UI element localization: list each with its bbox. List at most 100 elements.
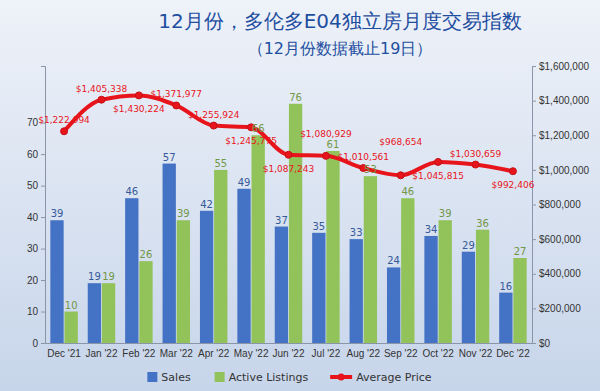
y2-tick-mark xyxy=(532,170,536,171)
y2-tick: $1,600,000 xyxy=(532,61,589,72)
background xyxy=(0,0,600,391)
y2-tick: $600,000 xyxy=(532,234,581,245)
line-label: $1,255,924 xyxy=(188,110,240,120)
bar xyxy=(102,283,115,343)
y-tick: 0 xyxy=(32,338,45,349)
legend-label: Sales xyxy=(161,371,191,384)
line-marker xyxy=(61,128,68,135)
y-tick-label: 70 xyxy=(27,117,39,128)
bar xyxy=(350,239,363,343)
bar-label: 36 xyxy=(476,218,489,229)
y2-tick-mark xyxy=(532,66,536,67)
x-tick: Jun '22 xyxy=(273,348,305,359)
legend-item: Active Listings xyxy=(215,371,309,384)
x-tick-label: Oct '22 xyxy=(422,348,454,359)
y-tick-mark xyxy=(41,312,45,313)
bar-label: 10 xyxy=(65,300,78,311)
line-marker xyxy=(509,168,516,175)
x-axis: Dec '21Jan '22Feb '22Mar '22Apr '22May '… xyxy=(46,344,533,360)
bar-label: 66 xyxy=(252,123,265,134)
chart-container: 12月份，多伦多E04独立房月度交易指数（12月份数据截止19日）0102030… xyxy=(0,0,600,391)
bar xyxy=(88,283,101,343)
y2-tick: $0 xyxy=(532,338,551,349)
y2-axis: $0$200,000$400,000$600,000$800,000$1,000… xyxy=(532,61,589,349)
line-marker xyxy=(285,151,292,158)
y-tick-label: 60 xyxy=(27,149,39,160)
legend-marker xyxy=(338,374,345,381)
y2-tick-mark xyxy=(532,135,536,136)
bar-label: 61 xyxy=(327,139,340,150)
legend-swatch xyxy=(215,372,225,382)
y2-tick-mark xyxy=(532,101,536,102)
y-tick-mark xyxy=(41,186,45,187)
bar-label: 16 xyxy=(499,281,512,292)
y-tick-mark xyxy=(41,154,45,155)
bar xyxy=(326,151,339,343)
y2-tick: $800,000 xyxy=(532,199,581,210)
x-tick: Apr '22 xyxy=(198,348,230,359)
bar xyxy=(177,220,190,343)
chart-svg: 12月份，多伦多E04独立房月度交易指数（12月份数据截止19日）0102030… xyxy=(0,0,600,391)
y-tick-mark xyxy=(41,217,45,218)
y-tick-label: 0 xyxy=(32,338,38,349)
line-marker xyxy=(210,122,217,129)
line-label: $1,087,243 xyxy=(263,164,315,174)
line-marker xyxy=(98,96,105,103)
line-label: $1,080,929 xyxy=(300,129,352,139)
bar xyxy=(513,258,526,343)
bar xyxy=(163,164,176,343)
bar-label: 49 xyxy=(238,177,251,188)
bar-label: 57 xyxy=(163,152,176,163)
line-label: $1,030,659 xyxy=(450,149,502,159)
legend-swatch xyxy=(147,372,157,382)
y2-tick-label: $1,200,000 xyxy=(539,130,589,141)
x-tick-label: Jun '22 xyxy=(273,348,305,359)
y-tick: 10 xyxy=(27,306,45,317)
line-label: $968,654 xyxy=(379,137,422,147)
plot-area xyxy=(50,92,526,343)
bar xyxy=(401,198,414,343)
bar-label: 33 xyxy=(350,227,363,238)
bar xyxy=(200,211,213,343)
legend-item: Average Price xyxy=(330,371,432,384)
y2-tick: $1,200,000 xyxy=(532,130,589,141)
x-tick-label: Mar '22 xyxy=(160,348,193,359)
line-label: $1,430,224 xyxy=(113,104,165,114)
bar-label: 27 xyxy=(514,246,527,257)
y2-tick-label: $400,000 xyxy=(539,268,581,279)
x-tick-label: Nov '22 xyxy=(459,348,493,359)
y-tick: 60 xyxy=(27,149,45,160)
bar xyxy=(387,267,400,343)
line xyxy=(64,95,513,175)
x-tick-label: Dec '22 xyxy=(496,348,530,359)
y-tick: 50 xyxy=(27,180,45,191)
bar-label: 46 xyxy=(125,186,138,197)
legend-label: Active Listings xyxy=(229,371,309,384)
title: 12月份，多伦多E04独立房月度交易指数 xyxy=(158,9,522,33)
y-tick-label: 20 xyxy=(27,275,39,286)
bar-series xyxy=(65,104,527,343)
legend-item: Sales xyxy=(147,371,191,384)
bar-label: 42 xyxy=(200,199,213,210)
bar xyxy=(499,293,512,343)
line-marker xyxy=(397,172,404,179)
y2-tick-label: $0 xyxy=(539,338,551,349)
bar-label: 29 xyxy=(462,240,475,251)
legend-label: Average Price xyxy=(356,371,432,384)
bar-label: 39 xyxy=(439,208,452,219)
y2-tick-label: $200,000 xyxy=(539,303,581,314)
y-tick: 40 xyxy=(27,212,45,223)
y2-tick-mark xyxy=(532,239,536,240)
line-label: $1,245,775 xyxy=(225,136,277,146)
x-tick-label: Feb '22 xyxy=(122,348,155,359)
bar xyxy=(439,220,452,343)
y-tick-mark xyxy=(41,249,45,250)
line-label: $1,010,561 xyxy=(338,152,390,162)
line-label: $1,045,815 xyxy=(412,171,464,181)
y2-tick: $1,400,000 xyxy=(532,95,589,106)
y-axis: 0 10 20 30 40 50 60 70 xyxy=(27,67,46,349)
y-tick: 30 xyxy=(27,243,45,254)
x-tick-label: May '22 xyxy=(234,348,269,359)
y-tick-label: 30 xyxy=(27,243,39,254)
x-axis-line xyxy=(46,343,533,344)
